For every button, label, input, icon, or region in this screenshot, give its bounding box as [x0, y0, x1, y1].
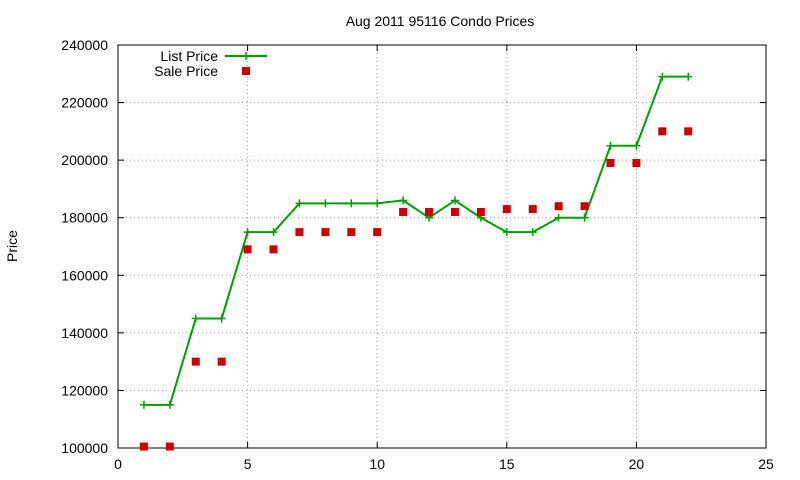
list-price-point	[658, 72, 667, 81]
list-price-point	[632, 141, 641, 150]
sale-price-point	[528, 205, 537, 214]
sale-price-point	[217, 357, 226, 366]
legend-marker-sale-price	[242, 67, 250, 75]
sale-price-point	[658, 127, 667, 136]
x-tick-label: 0	[114, 456, 122, 472]
sale-price-point	[450, 207, 459, 216]
sale-price-point	[684, 127, 693, 136]
sale-price-point	[347, 228, 356, 237]
sale-price-point	[554, 202, 563, 211]
y-tick-label: 240000	[61, 37, 108, 53]
sale-price-point	[243, 245, 252, 254]
list-price-point	[528, 228, 537, 237]
chart-title: Aug 2011 95116 Condo Prices	[346, 13, 535, 29]
list-price-line	[143, 75, 689, 406]
y-tick-label: 220000	[61, 95, 108, 111]
sale-price-point	[295, 228, 304, 237]
y-tick-label: 180000	[61, 210, 108, 226]
y-tick-label: 120000	[61, 382, 108, 398]
x-tick-label: 10	[369, 456, 385, 472]
list-price-point	[606, 141, 615, 150]
grid-lines	[118, 45, 766, 448]
sale-price-point	[191, 357, 200, 366]
sale-price-point	[269, 245, 278, 254]
sale-price-point	[502, 205, 511, 214]
list-price-point	[243, 228, 252, 237]
sale-price-point	[139, 442, 148, 451]
x-tick-label: 20	[629, 456, 645, 472]
legend-label-sale-price: Sale Price	[154, 63, 218, 79]
list-price-point	[450, 196, 459, 205]
sale-price-point	[606, 159, 615, 168]
y-tick-label: 160000	[61, 267, 108, 283]
legend-marker-list-price	[242, 52, 250, 60]
plot-frame	[117, 44, 767, 449]
sale-price-point	[476, 207, 485, 216]
list-price-point	[139, 400, 148, 409]
sale-price-point	[165, 442, 174, 451]
list-price-point	[347, 199, 356, 208]
list-price-point	[295, 199, 304, 208]
y-tick-label: 200000	[61, 152, 108, 168]
list-price-point	[191, 314, 200, 323]
y-axis-label: Price	[4, 230, 20, 262]
sale-price-point	[425, 207, 434, 216]
list-price-point	[165, 400, 174, 409]
list-price-point	[269, 228, 278, 237]
x-tick-label: 15	[499, 456, 515, 472]
sale-price-point	[580, 202, 589, 211]
sale-price-point	[399, 207, 408, 216]
list-price-point	[373, 199, 382, 208]
sale-price-point	[373, 228, 382, 237]
list-price-point	[399, 196, 408, 205]
list-price-point	[554, 213, 563, 222]
y-tick-label: 100000	[61, 440, 108, 456]
list-price-point	[217, 314, 226, 323]
legend-label-list-price: List Price	[160, 48, 218, 64]
sale-price-point	[632, 159, 641, 168]
sale-price-point	[321, 228, 330, 237]
list-price-point	[502, 228, 511, 237]
y-tick-label: 140000	[61, 325, 108, 341]
list-price-point	[684, 72, 693, 81]
x-tick-label: 25	[758, 456, 774, 472]
data-series	[139, 72, 693, 451]
x-tick-label: 5	[244, 456, 252, 472]
axes: 0 5 10 15 20 25 100000 120000 140000 160000 180000…	[61, 37, 774, 472]
list-price-point	[321, 199, 330, 208]
list-price-point	[580, 213, 589, 222]
